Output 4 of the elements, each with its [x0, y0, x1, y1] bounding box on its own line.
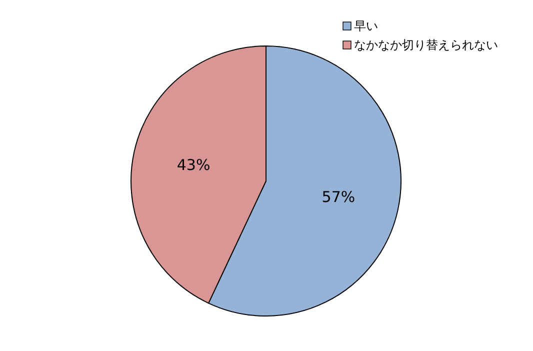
legend-label: なかなか切り替えられない — [354, 38, 498, 52]
legend-label: 早い — [354, 19, 378, 33]
data-label: 57% — [322, 188, 356, 206]
data-label: 43% — [176, 156, 210, 174]
